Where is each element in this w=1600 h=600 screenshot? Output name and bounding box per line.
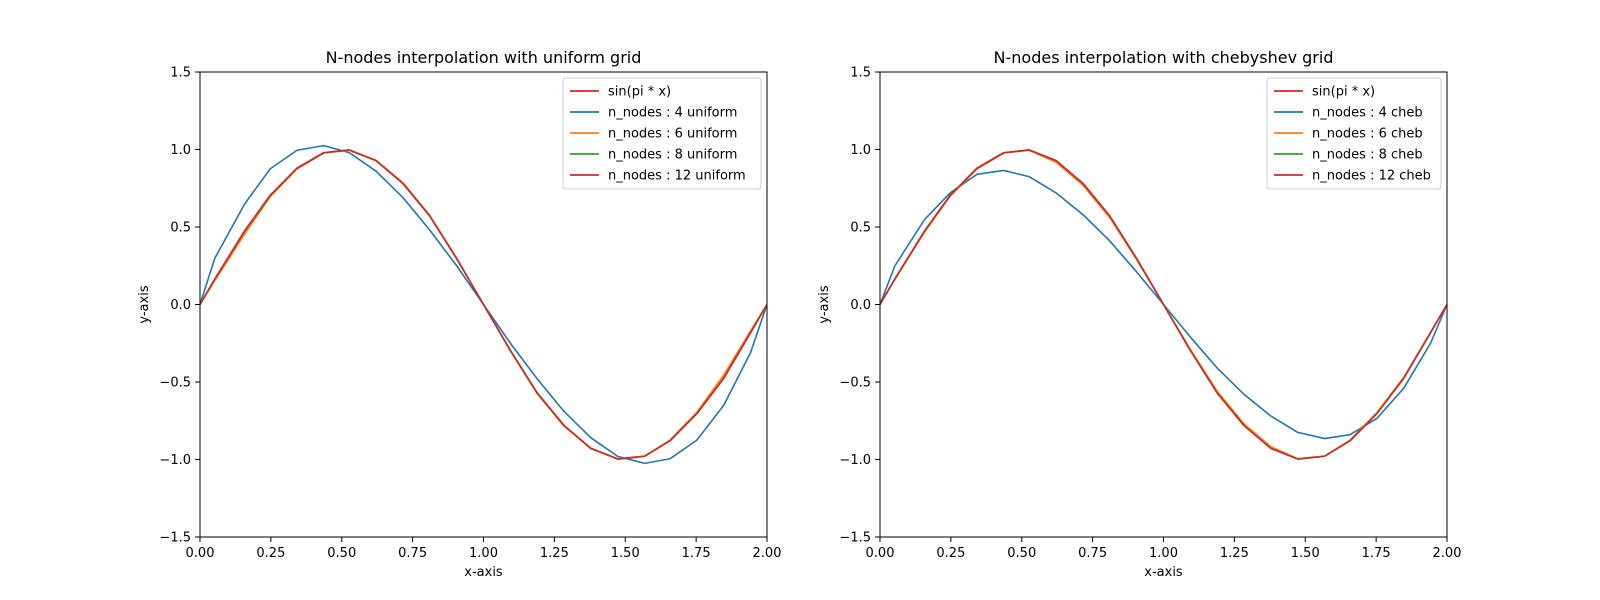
- y-tick-label: −1.0: [159, 453, 191, 468]
- y-tick-label: 0.0: [170, 298, 191, 313]
- x-tick-label: 0.25: [256, 546, 285, 561]
- chebyshev-grid-chart: N-nodes interpolation with chebyshev gri…: [817, 48, 1461, 580]
- x-tick-label: 1.50: [611, 546, 640, 561]
- x-tick-label: 2.00: [1433, 546, 1462, 561]
- x-tick-label: 1.00: [469, 546, 498, 561]
- y-tick-label: −0.5: [159, 376, 191, 391]
- x-tick-label: 0.75: [1078, 546, 1107, 561]
- plot-frame: [199, 71, 768, 538]
- x-tick-label: 1.50: [1291, 546, 1320, 561]
- y-tick-label: −0.5: [839, 376, 871, 391]
- series-line-4: [200, 149, 767, 460]
- x-tick-label: 1.25: [1220, 546, 1249, 561]
- legend-entry: n_nodes : 6 uniform: [608, 127, 737, 142]
- legend-entry: n_nodes : 4 uniform: [608, 106, 737, 121]
- y-tick-label: 1.5: [170, 66, 191, 81]
- x-axis-label: x-axis: [464, 565, 503, 580]
- legend-entry: n_nodes : 12 uniform: [608, 169, 746, 184]
- legend-entry: n_nodes : 8 cheb: [1312, 148, 1423, 163]
- legend-box: [562, 77, 762, 190]
- series-group: [200, 144, 767, 465]
- x-tick-label: 1.00: [1149, 546, 1178, 561]
- y-tick-label: 0.0: [850, 298, 871, 313]
- y-tick-label: −1.5: [839, 531, 871, 546]
- y-tick-label: 1.5: [850, 66, 871, 81]
- legend: sin(pi * x) n_nodes : 4 cheb n_nodes : 6 c…: [1266, 77, 1442, 190]
- legend-entry: n_nodes : 12 cheb: [1312, 169, 1431, 184]
- series-line-4: [880, 149, 1447, 460]
- y-tick-label: 0.5: [850, 221, 871, 236]
- legend-box: [1266, 77, 1442, 190]
- legend-entry: n_nodes : 4 cheb: [1312, 106, 1423, 121]
- y-tick-label: −1.0: [839, 453, 871, 468]
- x-tick-label: 0.00: [866, 546, 895, 561]
- x-tick-label: 0.25: [936, 546, 965, 561]
- y-tick-label: 1.0: [850, 143, 871, 158]
- series-group: [880, 149, 1447, 460]
- legend-entry: sin(pi * x): [608, 85, 671, 100]
- x-tick-label: 1.25: [540, 546, 569, 561]
- y-axis-label: y-axis: [137, 285, 152, 323]
- chart-title: N-nodes interpolation with uniform grid: [326, 48, 642, 67]
- x-tick-label: 0.00: [186, 546, 215, 561]
- x-tick-label: 1.75: [1362, 546, 1391, 561]
- x-tick-label: 1.75: [682, 546, 711, 561]
- y-axis-label: y-axis: [817, 285, 832, 323]
- x-axis-label: x-axis: [1144, 565, 1183, 580]
- x-tick-label: 0.75: [398, 546, 427, 561]
- legend: sin(pi * x) n_nodes : 4 uniform n_nodes : …: [562, 77, 762, 190]
- legend-entry: n_nodes : 6 cheb: [1312, 127, 1423, 142]
- x-tick-label: 2.00: [753, 546, 782, 561]
- legend-entry: n_nodes : 8 uniform: [608, 148, 737, 163]
- y-tick-label: −1.5: [159, 531, 191, 546]
- y-tick-label: 1.0: [170, 143, 191, 158]
- plot-frame: [879, 71, 1448, 538]
- legend-entry: sin(pi * x): [1312, 85, 1375, 100]
- x-tick-label: 0.50: [1007, 546, 1036, 561]
- x-tick-label: 0.50: [327, 546, 356, 561]
- chart-title: N-nodes interpolation with chebyshev gri…: [994, 48, 1334, 67]
- y-tick-label: 0.5: [170, 221, 191, 236]
- uniform-grid-chart: N-nodes interpolation with uniform grid 0…: [137, 48, 781, 580]
